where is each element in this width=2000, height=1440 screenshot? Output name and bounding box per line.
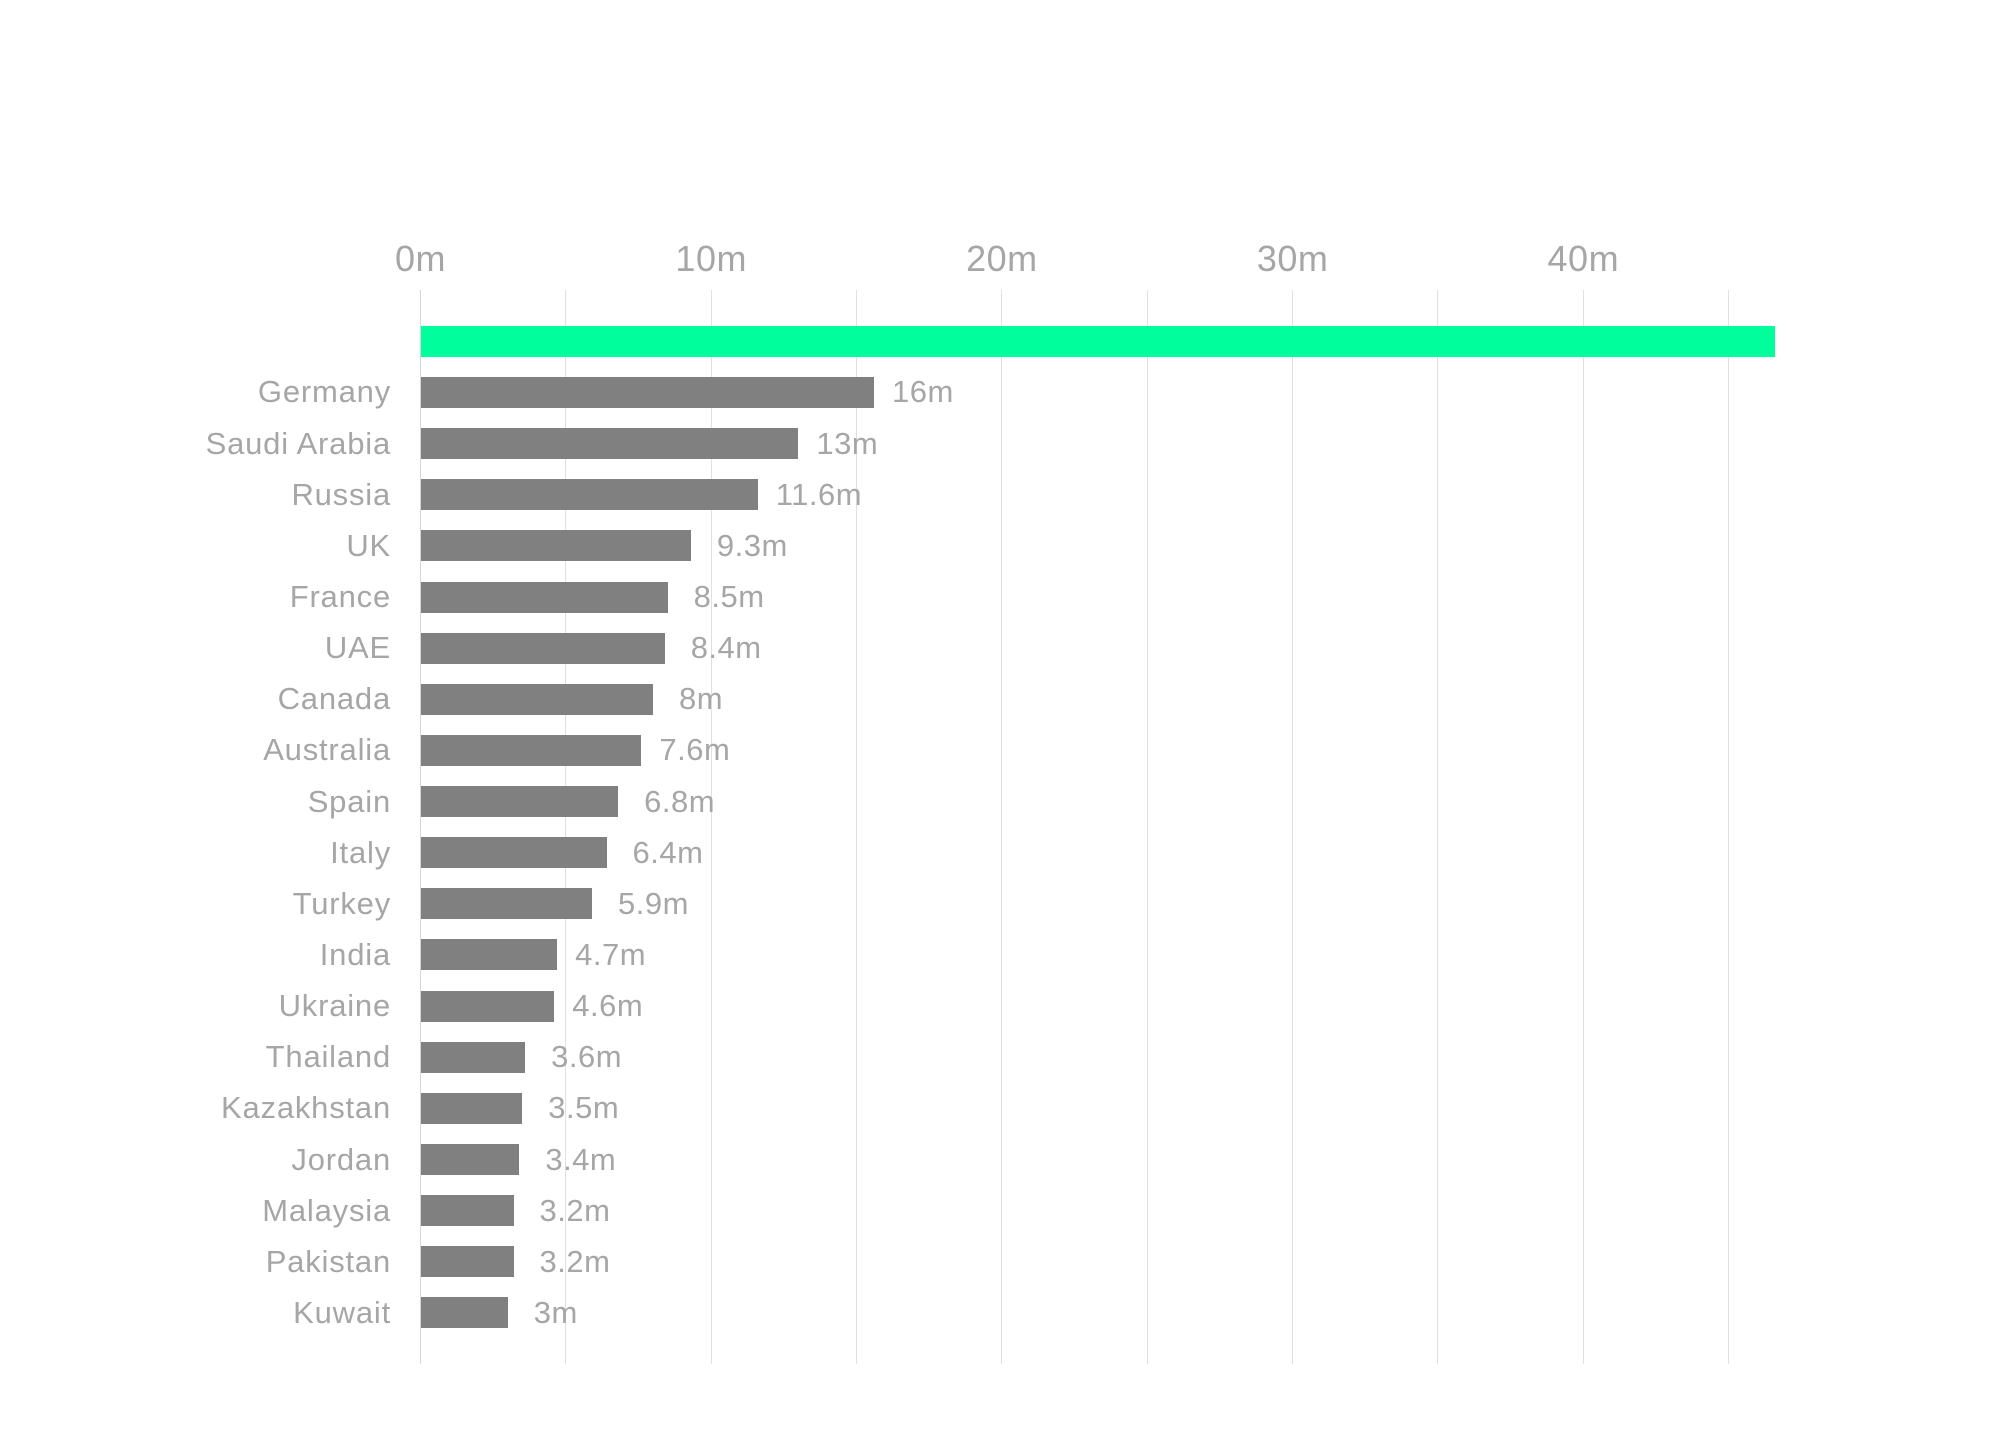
bar — [420, 1297, 508, 1329]
value-label: 9.3m — [716, 527, 788, 563]
gridline — [1146, 290, 1148, 1364]
value-label: 3.2m — [539, 1243, 611, 1279]
category-label: Thailand — [265, 1039, 391, 1075]
value-label: 6.8m — [644, 783, 716, 819]
value-label: 7.6m — [659, 732, 731, 768]
highlight-bar — [420, 325, 1776, 357]
bar — [420, 786, 619, 818]
bar — [420, 837, 607, 869]
gridline — [710, 290, 712, 1364]
bar — [420, 939, 558, 971]
x-tick-label: 40m — [1547, 237, 1620, 279]
bar — [420, 1041, 526, 1073]
gridline — [1001, 290, 1003, 1364]
bar — [420, 1144, 520, 1176]
bar — [420, 479, 758, 511]
bar — [420, 683, 654, 715]
gridline — [1582, 290, 1584, 1364]
value-label: 5.9m — [618, 885, 689, 921]
bar — [420, 734, 642, 766]
bar — [420, 1246, 514, 1278]
category-label: Spain — [307, 783, 391, 819]
category-label: Canada — [277, 681, 391, 717]
value-label: 4.6m — [572, 988, 644, 1024]
category-label: Kuwait — [293, 1294, 391, 1330]
gridline — [1292, 290, 1294, 1364]
bar — [420, 581, 668, 613]
x-tick-label: 20m — [966, 237, 1038, 279]
value-label: 13m — [816, 425, 879, 461]
category-label: Italy — [330, 834, 391, 870]
category-label: Germany — [257, 374, 391, 410]
value-label: 8m — [679, 681, 724, 717]
bar — [420, 990, 555, 1022]
bar — [420, 1092, 523, 1124]
category-label: Turkey — [292, 885, 391, 921]
x-tick-label: 30m — [1256, 237, 1329, 279]
category-label: Saudi Arabia — [205, 425, 391, 461]
category-label: Pakistan — [265, 1243, 391, 1279]
category-label: Australia — [263, 732, 391, 768]
value-label: 8.5m — [693, 579, 765, 614]
bar — [420, 530, 691, 562]
value-label: 8.4m — [690, 630, 762, 666]
value-label: 6.4m — [632, 834, 704, 870]
x-tick-label: 0m — [394, 237, 447, 279]
gridline — [1437, 290, 1439, 1364]
value-label: 3m — [533, 1294, 578, 1330]
bar — [420, 1195, 514, 1227]
category-label: India — [319, 936, 391, 972]
value-label: 3.6m — [551, 1039, 623, 1075]
value-label: 4.7m — [575, 936, 647, 972]
bar — [420, 376, 874, 408]
axis-line — [420, 290, 421, 1364]
category-label: Ukraine — [278, 988, 391, 1024]
value-label: 3.2m — [539, 1192, 611, 1228]
bar — [420, 428, 799, 460]
gridline — [856, 290, 858, 1364]
value-label: 16m — [891, 374, 954, 410]
gridline — [1728, 290, 1730, 1364]
value-label: 11.6m — [775, 476, 863, 512]
category-label: France — [289, 579, 391, 614]
category-label: Russia — [291, 476, 391, 512]
bar — [420, 632, 665, 664]
value-label: 3.5m — [548, 1090, 620, 1126]
x-tick-label: 10m — [675, 237, 747, 279]
category-label: Malaysia — [262, 1192, 391, 1228]
category-label: Jordan — [291, 1141, 391, 1177]
bar — [420, 888, 592, 920]
gridline — [565, 290, 567, 1364]
category-label: Kazakhstan — [221, 1090, 391, 1126]
category-label — [0, 323, 391, 359]
value-label: 3.4m — [545, 1141, 617, 1177]
category-label: UK — [346, 527, 391, 563]
category-label: UAE — [324, 630, 391, 666]
